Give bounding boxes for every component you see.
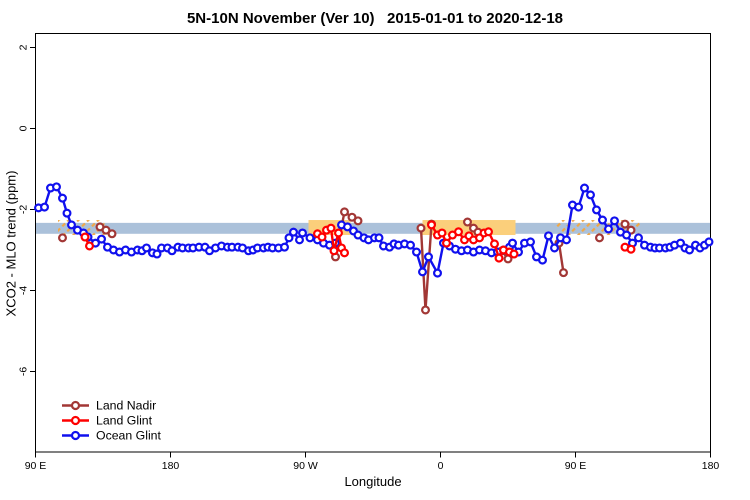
- ocean-glint-data-point: [298, 228, 308, 238]
- land-glint-data-point: [329, 246, 339, 256]
- ocean-glint-data-point: [57, 193, 67, 203]
- land-glint-data-point: [437, 228, 447, 238]
- plot-border: [35, 33, 711, 453]
- land-glint-data-point: [326, 223, 336, 233]
- ocean-glint-data-point: [633, 233, 643, 243]
- chart-title: 5N-10N November (Ver 10) 2015-01-01 to 2…: [186, 10, 564, 27]
- ocean-glint-data-point: [609, 216, 619, 226]
- ocean-glint-data-point: [585, 190, 595, 200]
- land-nadir-data-point: [57, 233, 67, 243]
- ocean-glint-data-point: [433, 268, 443, 278]
- ocean-glint-data-point: [508, 238, 518, 248]
- ocean-glint-data-point: [152, 249, 162, 259]
- land-glint-data-point: [84, 241, 94, 251]
- ocean-glint-data-point: [537, 255, 547, 265]
- land-glint-data-point: [427, 220, 437, 230]
- x-tick-label: 0: [438, 460, 444, 472]
- ocean-glint-data-point: [418, 267, 428, 277]
- ocean-glint-data-point: [573, 202, 583, 212]
- land-glint-data-point: [484, 227, 494, 237]
- ocean-glint-data-point: [543, 231, 553, 241]
- legend-marker-land-glint: [70, 415, 81, 426]
- land-glint-data-point: [317, 232, 327, 242]
- land-glint-data-point: [334, 228, 344, 238]
- ocean-glint-data-point: [412, 247, 422, 257]
- ocean-glint-data-point: [591, 205, 601, 215]
- land-glint-data-point: [454, 227, 464, 237]
- ocean-glint-data-point: [406, 240, 416, 250]
- ocean-glint-data-point: [62, 208, 72, 218]
- ocean-glint-data-point: [704, 237, 714, 247]
- ocean-glint-data-point: [295, 235, 305, 245]
- ocean-glint-data-point: [284, 233, 294, 243]
- land-glint-data-point: [442, 238, 452, 248]
- land-nadir-series-line: [557, 241, 565, 274]
- ocean-glint-data-point: [525, 237, 535, 247]
- land-nadir-data-point: [107, 229, 117, 239]
- land-nadir-data-point: [620, 219, 630, 229]
- x-tick-label: 180: [162, 460, 180, 472]
- ocean-glint-data-point: [142, 243, 152, 253]
- x-tick-label: 180: [702, 460, 720, 472]
- ocean-glint-data-point: [549, 243, 559, 253]
- land-glint-data-point: [490, 239, 500, 249]
- ocean-glint-data-point: [424, 252, 434, 262]
- ocean-glint-data-point: [289, 227, 299, 237]
- land-nadir-series-line: [419, 222, 433, 312]
- land-nadir-data-point: [594, 233, 604, 243]
- legend-marker-ocean-glint: [70, 430, 81, 441]
- land-nadir-data-point: [558, 268, 568, 278]
- land-nadir-data-point: [340, 207, 350, 217]
- ocean-glint-data-point: [579, 183, 589, 193]
- y-tick-label: -4: [18, 286, 30, 295]
- legend-marker-land-nadir: [70, 400, 81, 411]
- land-glint-data-point: [626, 244, 636, 254]
- ocean-glint-data-point: [621, 230, 631, 240]
- land-glint-data-point: [494, 253, 504, 263]
- x-tick-label: 90 W: [293, 460, 318, 472]
- ocean-glint-data-point: [39, 202, 49, 212]
- ocean-glint-data-point: [305, 233, 315, 243]
- ocean-glint-data-point: [561, 235, 571, 245]
- x-tick-label: 90 E: [565, 460, 587, 472]
- land-glint-data-point: [80, 232, 90, 242]
- land-glint-data-point: [509, 249, 519, 259]
- legend-label-land-glint: Land Glint: [96, 414, 153, 428]
- land-nadir-data-point: [416, 223, 426, 233]
- ocean-glint-data-point: [684, 245, 694, 255]
- land-glint-data-point: [340, 248, 350, 258]
- ocean-glint-data-point: [280, 242, 290, 252]
- x-tick-label: 90 E: [25, 460, 47, 472]
- x-axis-label: Longitude: [344, 474, 402, 489]
- ocean-glint-data-point: [343, 222, 353, 232]
- land-nadir-data-point: [421, 305, 431, 315]
- reference-band: [35, 222, 711, 234]
- y-tick-label: 2: [18, 44, 30, 50]
- y-tick-label: -6: [18, 367, 30, 376]
- legend-label-land-nadir: Land Nadir: [96, 399, 156, 413]
- y-tick-label: 0: [18, 125, 30, 131]
- land-nadir-data-point: [463, 217, 473, 227]
- ocean-glint-data-point: [374, 233, 384, 243]
- ocean-glint-data-point: [66, 220, 76, 230]
- legend-label-ocean-glint: Ocean Glint: [96, 429, 162, 443]
- ocean-glint-data-point: [603, 224, 613, 234]
- ocean-glint-data-point: [597, 215, 607, 225]
- ocean-glint-data-point: [51, 182, 61, 192]
- y-tick-label: -2: [18, 205, 30, 214]
- ocean-glint-data-point: [96, 234, 106, 244]
- land-nadir-data-point: [353, 216, 363, 226]
